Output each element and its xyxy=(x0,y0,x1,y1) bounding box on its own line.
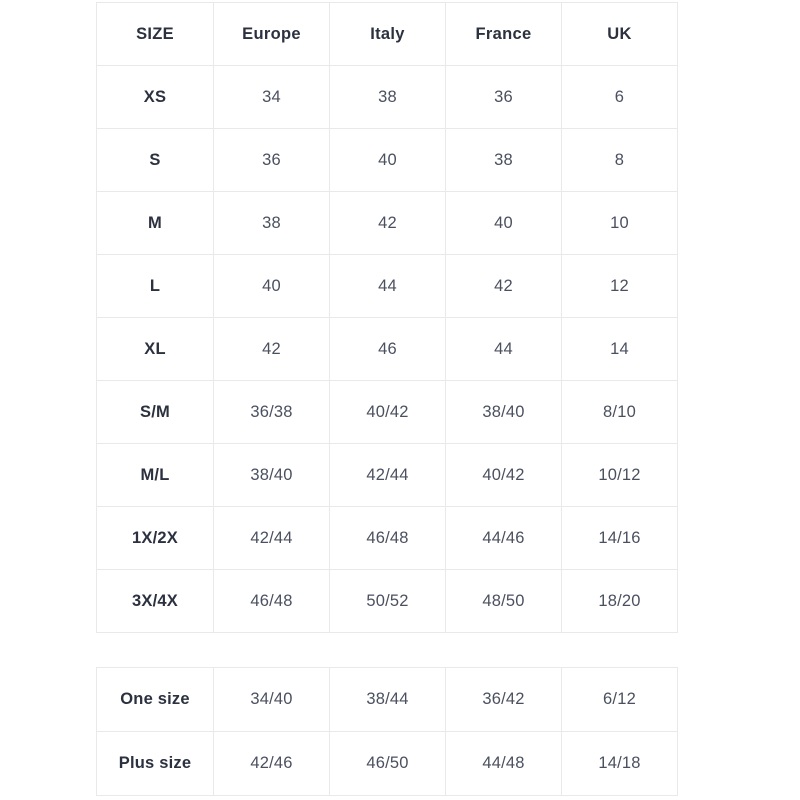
cell-europe: 40 xyxy=(213,254,330,318)
table-row: M/L 38/40 42/44 40/42 10/12 xyxy=(96,443,678,507)
one-size-plus-size-table: One size 34/40 38/44 36/42 6/12 Plus siz… xyxy=(96,667,678,796)
cell-europe: 36/38 xyxy=(213,380,330,444)
cell-italy: 38/44 xyxy=(329,667,446,732)
cell-france: 38 xyxy=(445,128,562,192)
cell-uk: 10/12 xyxy=(561,443,678,507)
table-header-row: SIZE Europe Italy France UK xyxy=(96,2,678,66)
row-label: 3X/4X xyxy=(96,569,214,633)
cell-italy: 42 xyxy=(329,191,446,255)
size-conversion-table-body: SIZE Europe Italy France UK XS 34 38 36 … xyxy=(96,2,678,633)
table-row: S/M 36/38 40/42 38/40 8/10 xyxy=(96,380,678,444)
column-header-europe: Europe xyxy=(213,2,330,66)
cell-europe: 46/48 xyxy=(213,569,330,633)
cell-uk: 8/10 xyxy=(561,380,678,444)
size-chart-container: SIZE Europe Italy France UK XS 34 38 36 … xyxy=(96,2,678,633)
cell-uk: 14 xyxy=(561,317,678,381)
row-label: S/M xyxy=(96,380,214,444)
cell-france: 44/48 xyxy=(445,731,562,796)
cell-italy: 46/48 xyxy=(329,506,446,570)
cell-uk: 18/20 xyxy=(561,569,678,633)
cell-italy: 50/52 xyxy=(329,569,446,633)
size-conversion-table: SIZE Europe Italy France UK XS 34 38 36 … xyxy=(96,2,678,633)
cell-france: 38/40 xyxy=(445,380,562,444)
cell-italy: 40/42 xyxy=(329,380,446,444)
cell-uk: 14/18 xyxy=(561,731,678,796)
cell-italy: 42/44 xyxy=(329,443,446,507)
cell-europe: 34 xyxy=(213,65,330,129)
table-row: M 38 42 40 10 xyxy=(96,191,678,255)
cell-france: 44/46 xyxy=(445,506,562,570)
row-label: XS xyxy=(96,65,214,129)
table-row: Plus size 42/46 46/50 44/48 14/18 xyxy=(96,731,678,796)
row-label: S xyxy=(96,128,214,192)
cell-italy: 44 xyxy=(329,254,446,318)
cell-france: 42 xyxy=(445,254,562,318)
column-header-italy: Italy xyxy=(329,2,446,66)
cell-europe: 38 xyxy=(213,191,330,255)
row-label: M xyxy=(96,191,214,255)
table-row: 1X/2X 42/44 46/48 44/46 14/16 xyxy=(96,506,678,570)
cell-italy: 46/50 xyxy=(329,731,446,796)
cell-europe: 38/40 xyxy=(213,443,330,507)
row-label: M/L xyxy=(96,443,214,507)
cell-europe: 42 xyxy=(213,317,330,381)
cell-france: 44 xyxy=(445,317,562,381)
cell-italy: 40 xyxy=(329,128,446,192)
cell-uk: 14/16 xyxy=(561,506,678,570)
row-label: 1X/2X xyxy=(96,506,214,570)
cell-europe: 42/46 xyxy=(213,731,330,796)
column-header-size: SIZE xyxy=(96,2,214,66)
cell-uk: 8 xyxy=(561,128,678,192)
one-size-plus-size-table-body: One size 34/40 38/44 36/42 6/12 Plus siz… xyxy=(96,667,678,796)
cell-europe: 36 xyxy=(213,128,330,192)
table-row: One size 34/40 38/44 36/42 6/12 xyxy=(96,667,678,732)
table-row: XL 42 46 44 14 xyxy=(96,317,678,381)
cell-france: 40/42 xyxy=(445,443,562,507)
table-row: S 36 40 38 8 xyxy=(96,128,678,192)
table-row: XS 34 38 36 6 xyxy=(96,65,678,129)
row-label: XL xyxy=(96,317,214,381)
row-label: One size xyxy=(96,667,214,732)
cell-uk: 6 xyxy=(561,65,678,129)
column-header-france: France xyxy=(445,2,562,66)
cell-uk: 10 xyxy=(561,191,678,255)
cell-france: 40 xyxy=(445,191,562,255)
cell-europe: 42/44 xyxy=(213,506,330,570)
cell-italy: 38 xyxy=(329,65,446,129)
table-row: 3X/4X 46/48 50/52 48/50 18/20 xyxy=(96,569,678,633)
column-header-uk: UK xyxy=(561,2,678,66)
cell-uk: 6/12 xyxy=(561,667,678,732)
cell-europe: 34/40 xyxy=(213,667,330,732)
row-label: L xyxy=(96,254,214,318)
table-row: L 40 44 42 12 xyxy=(96,254,678,318)
cell-france: 48/50 xyxy=(445,569,562,633)
cell-italy: 46 xyxy=(329,317,446,381)
row-label: Plus size xyxy=(96,731,214,796)
cell-uk: 12 xyxy=(561,254,678,318)
cell-france: 36 xyxy=(445,65,562,129)
secondary-size-chart-container: One size 34/40 38/44 36/42 6/12 Plus siz… xyxy=(96,667,678,796)
cell-france: 36/42 xyxy=(445,667,562,732)
